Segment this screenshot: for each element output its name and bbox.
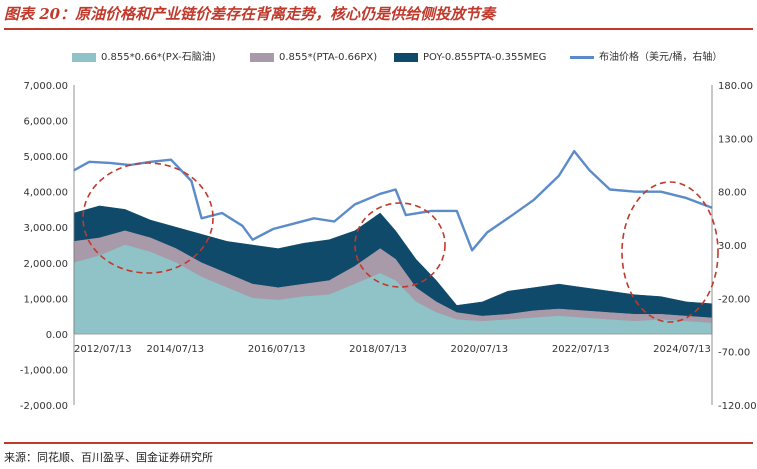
legend-item-pta-px: 0.855*(PTA-0.66PX) [250, 50, 377, 66]
y-left-tick-label: -1,000.00 [20, 365, 68, 376]
chart-legend: 0.855*0.66*(PX-石脑油) 0.855*(PTA-0.66PX) P… [72, 50, 732, 66]
y-left-tick-label: 2,000.00 [23, 259, 68, 270]
x-tick-label: 2016/07/13 [248, 344, 306, 355]
figure-title: 图表 20：原油价格和产业链价差存在背离走势，核心仍是供给侧投放节奏 [4, 2, 753, 30]
legend-swatch [250, 52, 274, 62]
y-right-tick-label: 30.00 [718, 241, 747, 252]
legend-swatch [394, 52, 418, 62]
y-left-tick-label: 6,000.00 [23, 117, 68, 128]
y-left-tick-label: 4,000.00 [23, 188, 68, 199]
legend-label: 0.855*0.66*(PX-石脑油) [101, 52, 216, 63]
y-left-tick-label: 1,000.00 [23, 294, 68, 305]
px-naphtha-area [73, 244, 713, 335]
y-right-tick-label: -20.00 [718, 294, 750, 305]
highlight-ellipse [621, 181, 719, 323]
x-tick-label: 2018/07/13 [349, 344, 407, 355]
legend-label: 布油价格（美元/桶，右轴） [599, 52, 723, 63]
y-right-tick-label: 130.00 [718, 134, 753, 145]
highlight-ellipse [82, 162, 214, 274]
x-tick-label: 2020/07/13 [451, 344, 509, 355]
x-tick-label: 2022/07/13 [552, 344, 610, 355]
legend-label: 0.855*(PTA-0.66PX) [279, 52, 378, 63]
y-right-tick-label: 180.00 [718, 81, 753, 92]
y-right-tick-label: -70.00 [718, 348, 750, 359]
legend-item-brent: 布油价格（美元/桶，右轴） [570, 50, 722, 66]
y-left-tick-label: 5,000.00 [23, 152, 68, 163]
y-right-tick-label: 80.00 [718, 188, 747, 199]
y-right-tick-label: -120.00 [718, 401, 757, 412]
x-tick-label: 2012/07/13 [74, 344, 132, 355]
legend-item-poy-spread: POY-0.855PTA-0.355MEG [394, 50, 546, 66]
legend-swatch [72, 52, 96, 62]
legend-label: POY-0.855PTA-0.355MEG [423, 52, 547, 63]
y-left-tick-label: 3,000.00 [23, 223, 68, 234]
y-left-tick-label: -2,000.00 [20, 401, 68, 412]
y-left-tick-label: 7,000.00 [23, 81, 68, 92]
brent-oil-line [73, 149, 713, 252]
legend-swatch [570, 55, 594, 59]
highlight-ellipse [354, 202, 446, 288]
x-tick-label: 2014/07/13 [147, 344, 205, 355]
y-left-tick-label: 0.00 [46, 330, 68, 341]
source-note: 来源：同花顺、百川盈孚、国金证券研究所 [4, 442, 753, 465]
x-tick-label: 2024/07/13 [653, 344, 711, 355]
legend-item-px-naphtha: 0.855*0.66*(PX-石脑油) [72, 50, 216, 66]
